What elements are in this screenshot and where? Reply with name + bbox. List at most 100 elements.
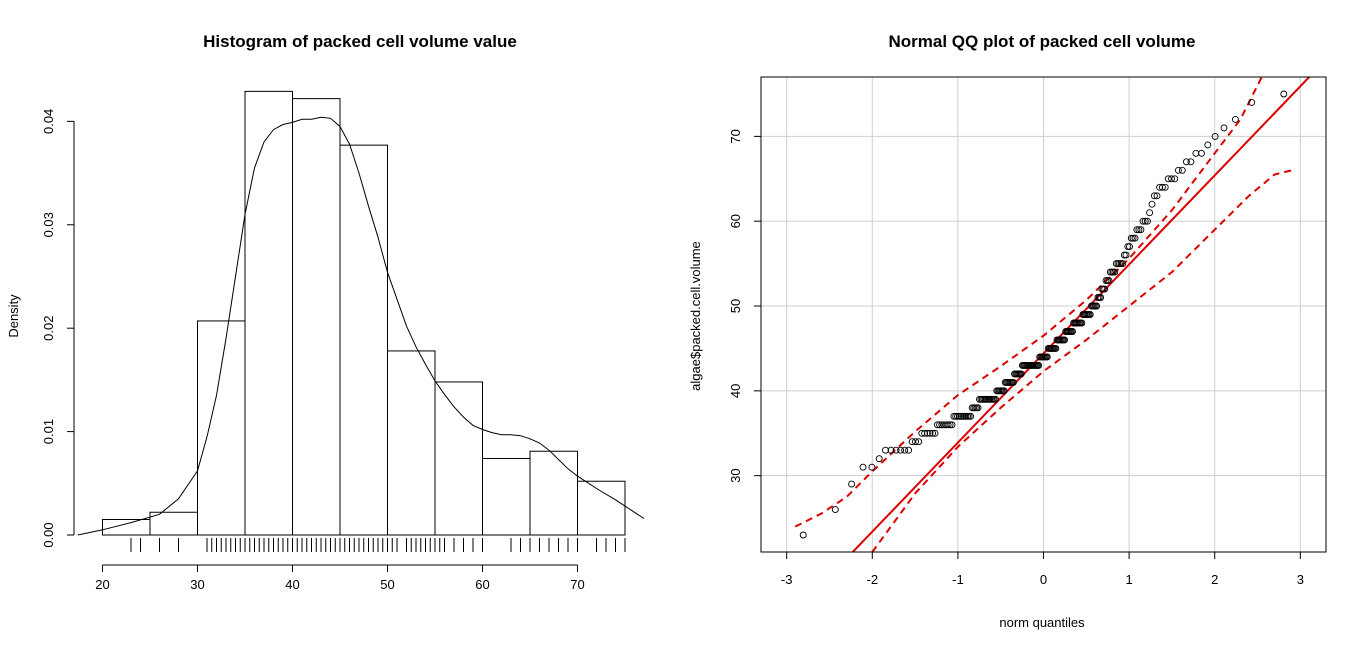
qq-point	[1192, 149, 1200, 157]
qq-point	[1101, 285, 1109, 293]
qq-point	[923, 429, 931, 437]
y-tick-label: 0.02	[41, 316, 56, 341]
qq-point	[1133, 226, 1141, 234]
x-tick-label: -2	[867, 572, 879, 587]
qq-y-axis: 30 40 50 60 70	[728, 129, 761, 483]
qq-point	[1204, 141, 1212, 149]
envelope-upper	[794, 77, 1263, 528]
qq-point	[1139, 217, 1147, 225]
qq-point	[1220, 124, 1228, 132]
qq-point	[948, 421, 956, 429]
histogram-title: Histogram of packed cell volume value	[203, 32, 517, 51]
histogram-bar	[339, 144, 388, 536]
envelope-lower	[871, 169, 1293, 552]
qq-point	[905, 446, 913, 454]
histogram-bar	[577, 480, 626, 536]
qq-point	[1009, 378, 1017, 386]
qq-point	[1141, 217, 1149, 225]
qq-point	[1158, 183, 1166, 191]
histogram-bars	[102, 90, 626, 536]
qq-point	[1146, 209, 1154, 217]
qq-point	[868, 463, 876, 471]
histogram-bar	[434, 381, 483, 536]
histogram-bar	[387, 350, 436, 536]
qq-point	[1078, 319, 1086, 327]
x-tick-label: 60	[475, 577, 489, 592]
qq-point	[1105, 277, 1113, 285]
qq-point	[831, 506, 839, 514]
qq-point	[875, 455, 883, 463]
confidence-envelope	[794, 77, 1293, 552]
x-tick-label: 40	[285, 577, 299, 592]
qq-point	[1153, 192, 1161, 200]
x-tick-label: -3	[781, 572, 793, 587]
qq-point	[1135, 226, 1143, 234]
histogram-bar	[244, 90, 293, 536]
x-tick-label: 1	[1125, 572, 1132, 587]
y-tick-label: 70	[728, 129, 743, 143]
x-tick-label: 20	[95, 577, 109, 592]
qq-point	[1280, 90, 1288, 98]
qq-point	[1061, 336, 1069, 344]
qq-point	[926, 429, 934, 437]
x-tick-label: 30	[190, 577, 204, 592]
qq-point	[1043, 353, 1051, 361]
qq-point	[912, 438, 919, 446]
histogram-bar	[482, 457, 531, 536]
y-tick-label: 0.01	[41, 419, 56, 444]
x-tick-label: 70	[570, 577, 584, 592]
qq-point	[1211, 132, 1219, 140]
density-curve	[77, 116, 645, 536]
qq-point	[1168, 175, 1175, 183]
y-tick-label: 50	[728, 299, 743, 313]
y-tick-label: 0.00	[41, 522, 56, 547]
qq-point	[1129, 234, 1137, 242]
qq-point	[1127, 234, 1135, 242]
qq-point	[799, 531, 807, 539]
qq-point	[974, 404, 982, 412]
histogram-bar	[149, 511, 198, 536]
qq-grid	[761, 77, 1326, 552]
qq-point	[950, 412, 958, 420]
qq-point	[1231, 115, 1239, 123]
qq-point	[887, 446, 895, 454]
qq-point	[955, 412, 963, 420]
qq-point	[1198, 149, 1205, 157]
qq-point	[1171, 175, 1179, 183]
qq-point	[929, 429, 937, 437]
qq-point	[921, 429, 929, 437]
qq-point	[1143, 217, 1151, 225]
qq-point	[952, 412, 960, 420]
y-tick-label: 0.04	[41, 109, 56, 134]
qq-point	[1248, 98, 1256, 106]
qq-point	[1137, 226, 1145, 234]
qq-point	[915, 438, 923, 446]
x-tick-label: -1	[952, 572, 964, 587]
qq-point	[882, 446, 889, 454]
qq-point	[908, 438, 916, 446]
y-tick-label: 40	[728, 384, 743, 398]
qq-point	[1164, 175, 1172, 183]
y-tick-label: 30	[728, 468, 743, 482]
histogram-x-axis: 20 30 40 50 60 70	[95, 564, 585, 592]
qq-point	[1097, 294, 1105, 301]
qq-point	[901, 446, 909, 454]
qq-point	[1035, 361, 1043, 369]
histogram-bar	[197, 320, 246, 536]
qq-point	[1000, 387, 1008, 395]
qq-point	[1069, 328, 1076, 335]
qq-point	[892, 446, 900, 454]
qq-point	[1174, 166, 1182, 174]
qq-point	[946, 421, 954, 429]
qq-point	[933, 421, 941, 429]
qq-point	[1148, 200, 1156, 208]
qq-point	[944, 421, 952, 429]
qq-point	[931, 429, 939, 437]
qq-point	[1119, 260, 1127, 268]
qq-point	[1052, 344, 1060, 352]
histogram-panel: Histogram of packed cell volume value De…	[6, 32, 645, 592]
x-tick-label: 0	[1040, 572, 1047, 587]
qq-point	[1122, 251, 1130, 259]
qq-point	[1187, 158, 1195, 166]
y-tick-label: 60	[728, 214, 743, 228]
